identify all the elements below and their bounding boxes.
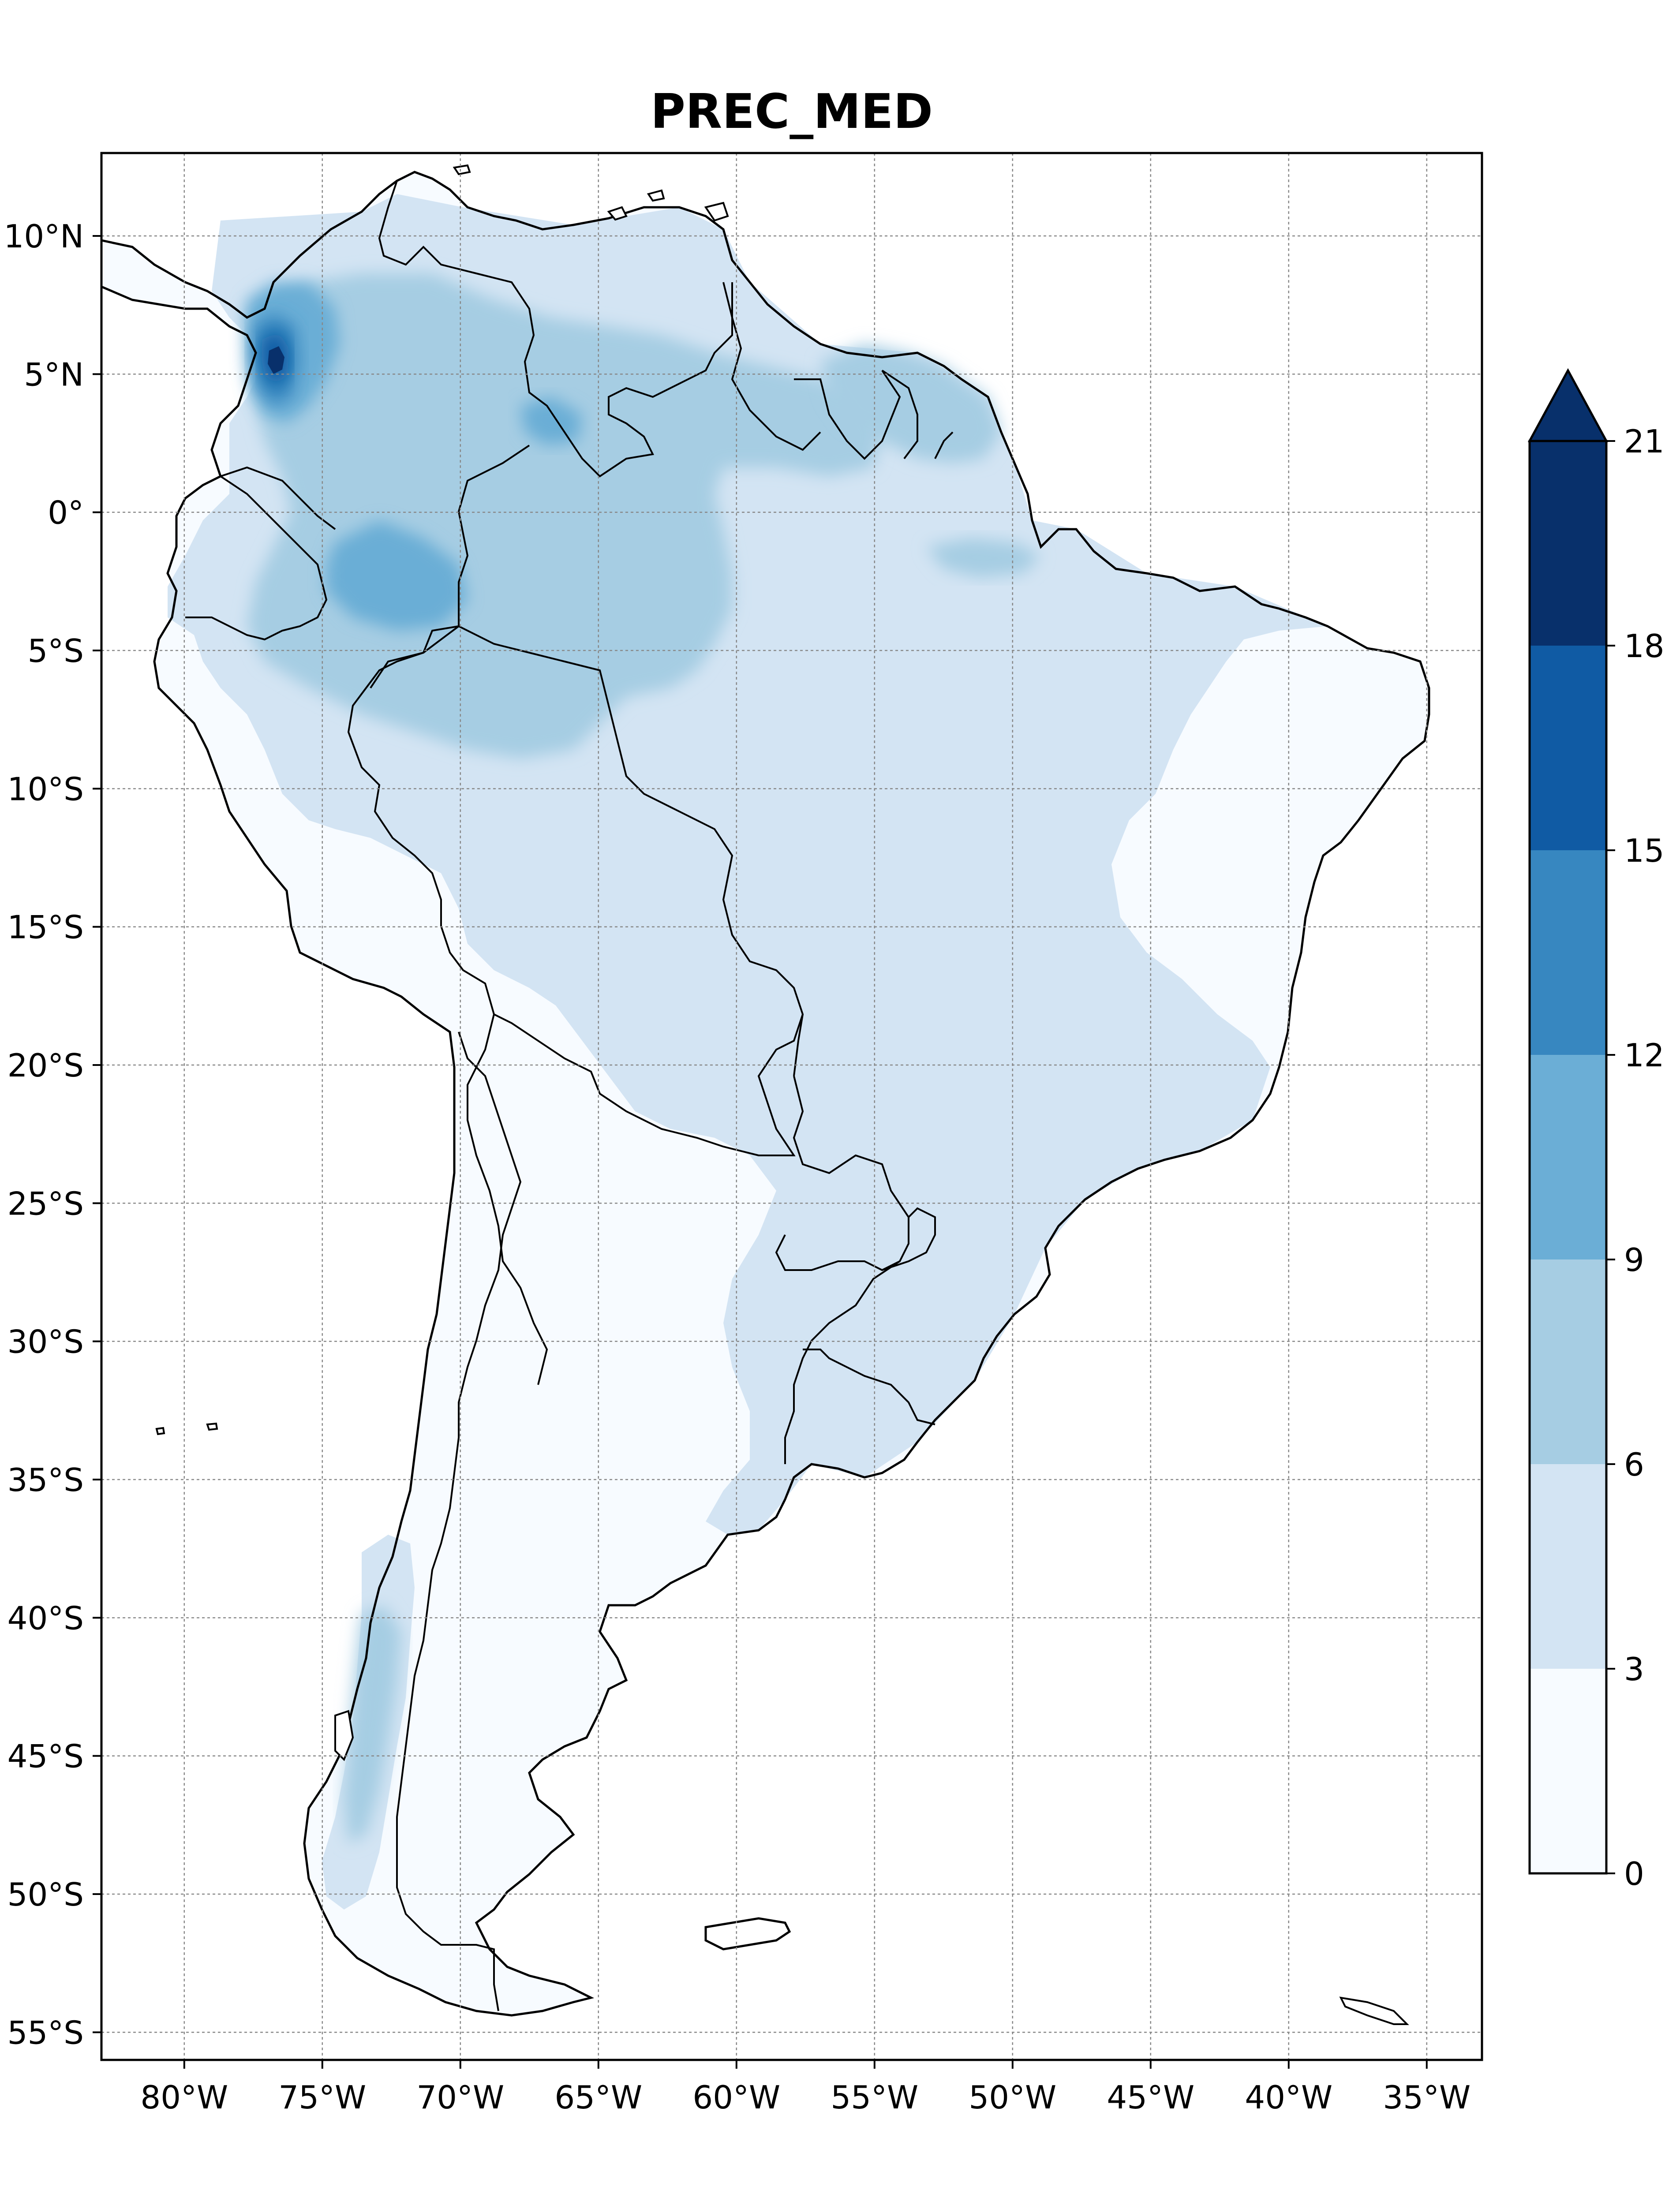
x-tick-label: 35°W [1383, 2079, 1470, 2116]
island-chiloe [334, 1710, 354, 1761]
border-colombia-ecuador [220, 466, 336, 530]
colorbar-frame [1528, 440, 1608, 1875]
caribbean-islands [155, 164, 729, 1761]
island-galapagos-2 [206, 1422, 218, 1431]
x-tick-label: 50°W [969, 2079, 1056, 2116]
x-tick-label: 70°W [416, 2079, 504, 2116]
y-tick-label: 15°S [7, 909, 84, 946]
x-tick-label: 75°W [278, 2079, 366, 2116]
colorbar-ticks: 0 3 6 9 12 15 18 21 [1606, 423, 1665, 1892]
map-frame [100, 152, 1483, 2061]
border-chile-argentina [396, 1031, 522, 2011]
precip-zone-6-9 [247, 273, 882, 759]
border-guyana-suriname [794, 370, 901, 460]
border-venezuela-guyana [722, 282, 821, 451]
island-small-1 [607, 206, 628, 221]
x-tick-label: 80°W [140, 2079, 228, 2116]
x-tick-label: 55°W [831, 2079, 918, 2116]
x-tick-label: 40°W [1245, 2079, 1332, 2116]
x-tick-label: 60°W [692, 2079, 780, 2116]
island-trinidad [704, 202, 729, 222]
border-paraguay-brazil [775, 1076, 909, 1271]
colorbar-tick-label: 6 [1624, 1446, 1644, 1483]
colorbar: 0 3 6 9 12 15 18 21 [1527, 368, 1665, 1892]
precip-zone-9-12-peru [326, 520, 468, 631]
x-axis: 80°W 75°W 70°W 65°W 60°W 55°W 50°W 45°W 40°W 35°W [140, 2060, 1470, 2116]
y-tick-label: 25°S [7, 1185, 84, 1222]
island-small-2 [647, 189, 665, 202]
y-tick-label: 5°N [24, 356, 84, 393]
y-tick-label: 0° [48, 494, 84, 531]
colorbar-level [1530, 1669, 1606, 1873]
colorbar-levels [1530, 441, 1606, 1873]
colorbar-tick-label: 21 [1624, 423, 1665, 460]
precip-zone-9-12-venezuela [520, 397, 582, 445]
island-galapagos-1 [155, 1427, 165, 1435]
colorbar-tick-label: 9 [1624, 1241, 1644, 1278]
country-borders [185, 180, 954, 2011]
colorbar-level [1530, 1259, 1606, 1464]
border-uruguay-brazil [803, 1349, 935, 1425]
x-tick-label: 45°W [1107, 2079, 1194, 2116]
south-georgia [1339, 1996, 1409, 2025]
coastline [101, 171, 1430, 2017]
y-tick-label: 10°S [7, 770, 84, 807]
colorbar-tick-label: 12 [1624, 1037, 1665, 1074]
y-tick-label: 35°S [7, 1461, 84, 1499]
y-tick-label: 20°S [7, 1047, 84, 1084]
x-tick-label: 65°W [554, 2079, 642, 2116]
colorbar-extend-arrow [1527, 368, 1609, 442]
colorbar-level [1530, 441, 1606, 646]
y-tick-label: 55°S [7, 2014, 84, 2051]
y-tick-label: 30°S [7, 1323, 84, 1360]
precip-zone-6-9-chile-south [344, 1605, 401, 1843]
border-bolivia-paraguay-argentina [494, 1013, 804, 1156]
map-title: PREC_MED [651, 84, 933, 139]
precip-zone-18-21 [268, 346, 284, 374]
colorbar-level [1530, 1055, 1606, 1259]
map-area [101, 153, 1482, 2060]
colorbar-tick-label: 3 [1624, 1651, 1644, 1688]
border-peru-brazil-bolivia [370, 625, 804, 1076]
colorbar-tick-label: 18 [1624, 628, 1665, 665]
border-ecuador-peru [185, 475, 328, 641]
colorbar-level [1530, 1464, 1606, 1669]
y-tick-label: 40°S [7, 1600, 84, 1637]
colorbar-level [1530, 646, 1606, 850]
falkland-islands [704, 1917, 791, 1951]
colorbar-level [1530, 850, 1606, 1055]
border-brazil-french-guiana [934, 431, 954, 459]
y-tick-label: 10°N [4, 218, 84, 255]
island-aruba [453, 164, 471, 176]
y-tick-label: 45°S [7, 1738, 84, 1775]
graticule [101, 153, 1482, 2060]
y-tick-label: 5°S [27, 632, 84, 669]
colorbar-tick-label: 0 [1624, 1855, 1644, 1892]
border-suriname-frenchguiana [881, 370, 918, 460]
colorbar-tick-label: 15 [1624, 832, 1665, 869]
y-axis: 10°N 5°N 0° 5°S 10°S 15°S 20°S 25°S 30°S 35°S 40°S… [4, 218, 101, 2051]
border-colombia-venezuela [378, 180, 733, 478]
precip-field [168, 194, 1328, 1910]
y-tick-label: 50°S [7, 1876, 84, 1913]
